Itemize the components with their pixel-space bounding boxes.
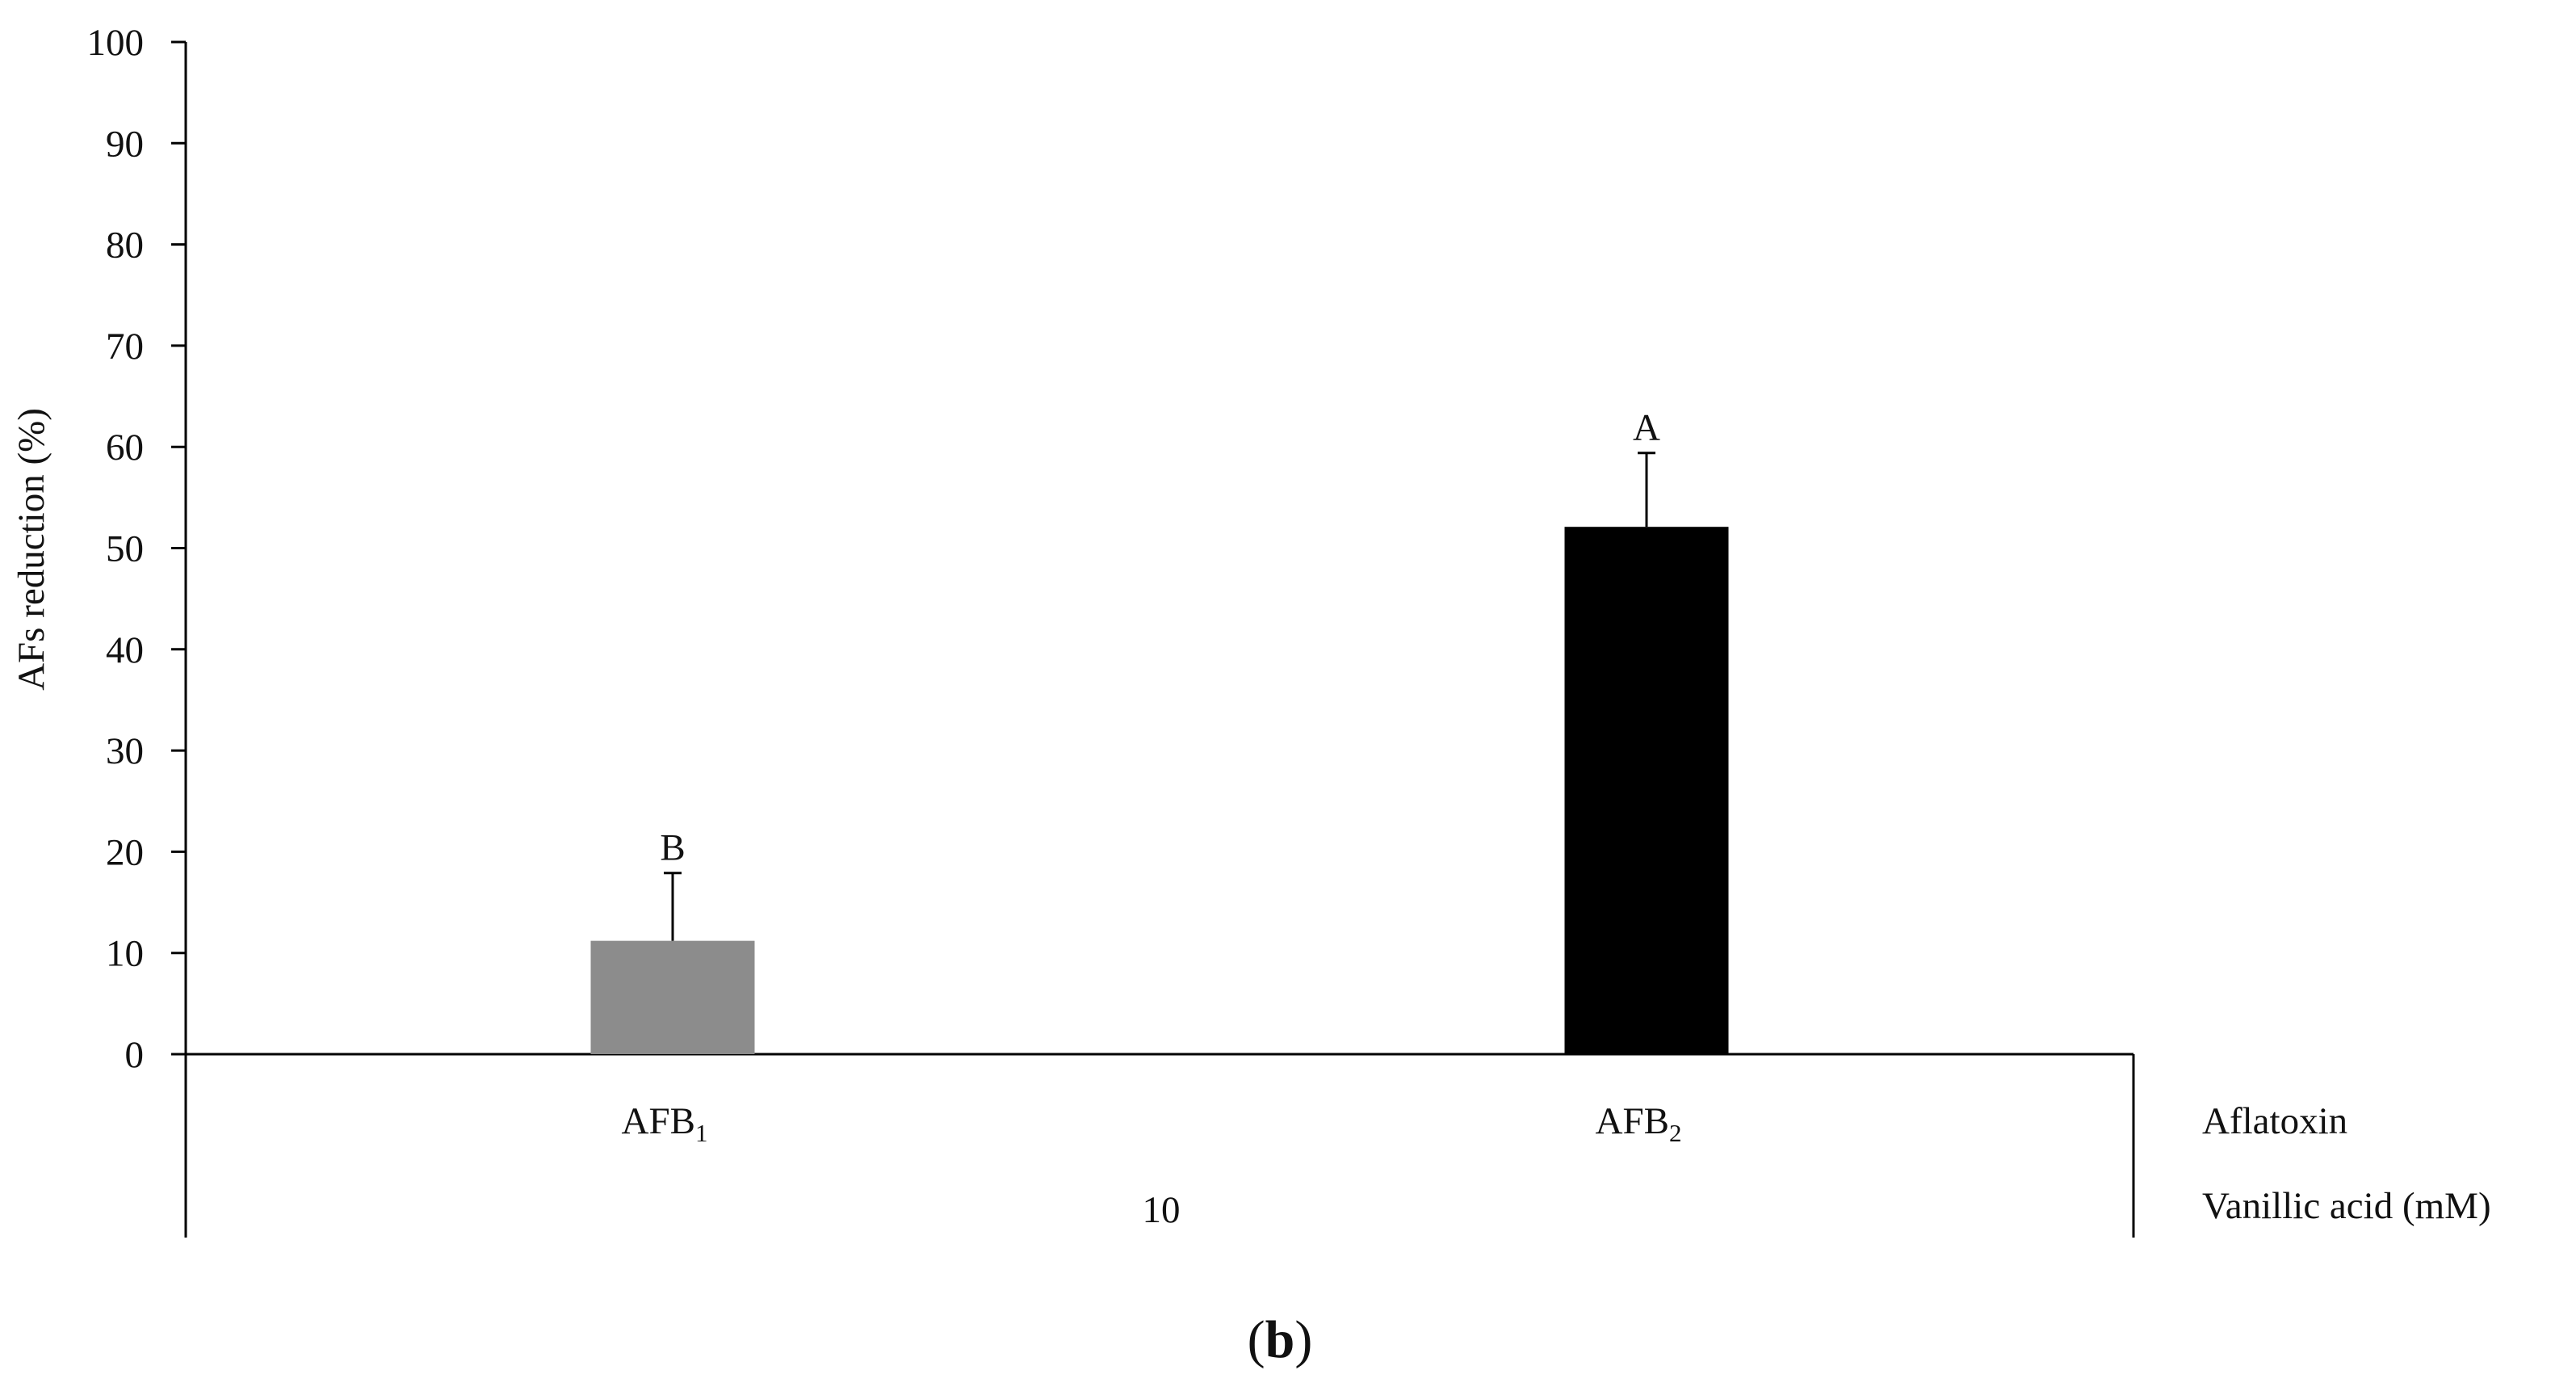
- bar: [1564, 527, 1729, 1054]
- bars: [590, 452, 1729, 1054]
- panel-label-letter: b: [1265, 1310, 1295, 1369]
- category-label: AFB1: [622, 1100, 708, 1147]
- y-tick-label: 20: [106, 831, 144, 873]
- y-tick-label: 70: [106, 326, 144, 368]
- y-tick-label: 40: [106, 629, 144, 671]
- labels: 0 10 20 30 40 50 60 70 80 90 100 B AFB1 A AFB2: [87, 22, 1682, 1147]
- group-axis-label: Vanillic acid (mM): [2202, 1185, 2491, 1227]
- y-tick-label: 10: [106, 933, 144, 975]
- y-tick-label: 100: [87, 22, 145, 64]
- bar: [590, 940, 755, 1054]
- y-tick-label: 30: [106, 730, 144, 772]
- y-tick-label: 80: [106, 225, 144, 267]
- y-axis-title: AFs reduction (%): [10, 408, 52, 691]
- y-tick-label: 0: [125, 1034, 145, 1076]
- y-tick-label: 90: [106, 123, 144, 165]
- panel-label: (b): [1248, 1310, 1313, 1369]
- category-label: AFB2: [1596, 1100, 1682, 1147]
- category-axis-label: Aflatoxin: [2202, 1100, 2347, 1142]
- panel-label-close: ): [1294, 1310, 1312, 1369]
- group-value-label: 10: [1143, 1189, 1181, 1231]
- y-tick-label: 60: [106, 427, 144, 469]
- y-tick-label: 50: [106, 528, 144, 570]
- panel-label-open: (: [1248, 1310, 1265, 1369]
- axes: [171, 40, 2135, 1238]
- significance-label: B: [660, 827, 685, 869]
- significance-label: A: [1633, 407, 1660, 449]
